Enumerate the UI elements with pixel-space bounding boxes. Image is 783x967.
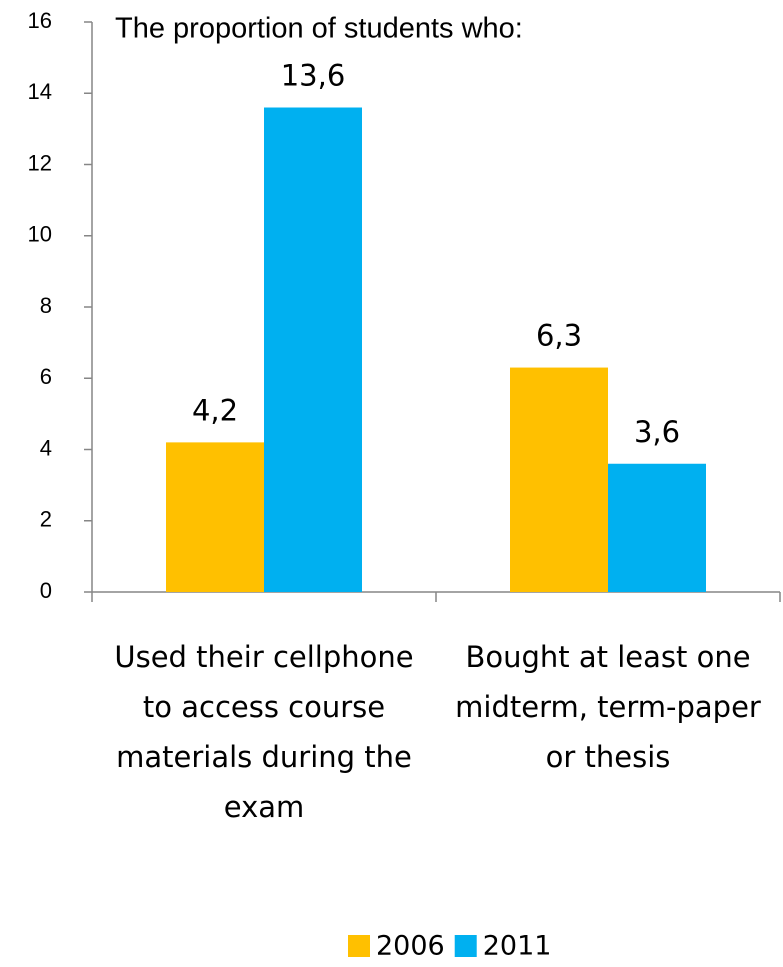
y-tick-label: 0 bbox=[40, 578, 52, 603]
x-tick-label: Bought at least one midterm, term-paper … bbox=[455, 640, 761, 774]
y-tick-label: 8 bbox=[40, 293, 52, 318]
chart-title: The proportion of students who: bbox=[115, 13, 523, 45]
legend-label: 2011 bbox=[483, 931, 552, 962]
bar bbox=[510, 367, 608, 592]
y-tick-label: 2 bbox=[40, 507, 52, 532]
x-label-box: Used their cellphone to access course ma… bbox=[114, 640, 414, 824]
data-label: 3,6 bbox=[634, 415, 680, 449]
legend-swatch bbox=[454, 935, 477, 957]
data-label: 4,2 bbox=[192, 393, 238, 427]
legend-swatch bbox=[348, 935, 370, 957]
y-tick-label: 4 bbox=[40, 435, 52, 460]
x-tick-label: Used their cellphone to access course ma… bbox=[114, 640, 414, 824]
y-tick-label: 6 bbox=[40, 364, 52, 389]
legend-label: 2006 bbox=[376, 931, 445, 962]
bar bbox=[264, 107, 362, 592]
data-label: 13,6 bbox=[281, 59, 346, 93]
x-label-box: Bought at least one midterm, term-paper … bbox=[455, 640, 761, 774]
bar bbox=[166, 442, 264, 592]
y-tick-label: 12 bbox=[28, 150, 52, 175]
bar bbox=[608, 463, 706, 592]
y-tick-label: 10 bbox=[28, 222, 52, 247]
data-label: 6,3 bbox=[536, 319, 582, 353]
y-tick-label: 14 bbox=[28, 79, 52, 104]
y-tick-label: 16 bbox=[28, 8, 52, 33]
